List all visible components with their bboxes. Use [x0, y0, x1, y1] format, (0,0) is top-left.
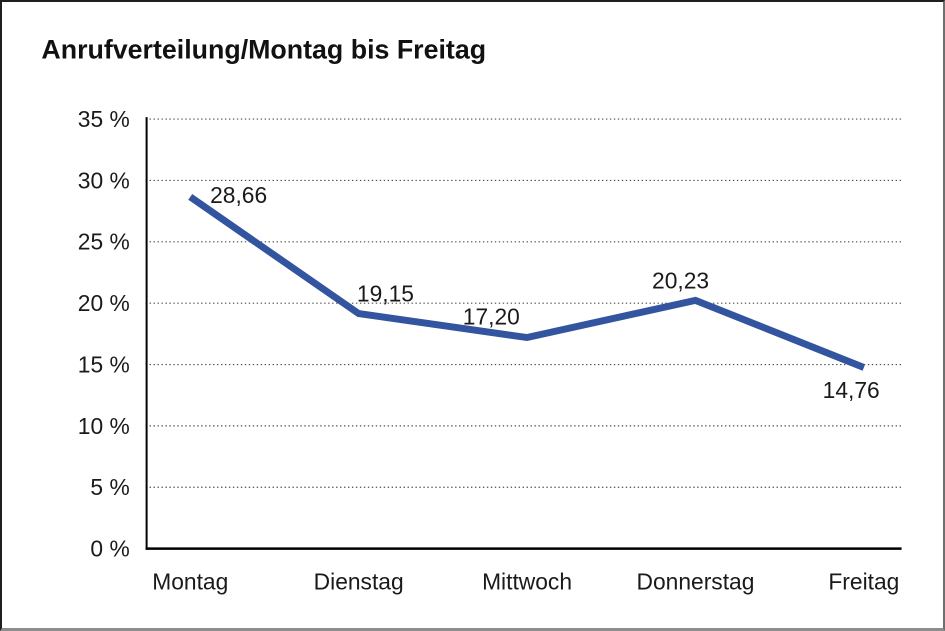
category-label: Montag	[152, 568, 228, 594]
category-label: Donnerstag	[637, 568, 755, 594]
data-point-label: 28,66	[210, 182, 267, 208]
y-tick-label: 20 %	[78, 290, 130, 316]
data-point-label: 17,20	[463, 304, 520, 330]
data-line	[188, 194, 866, 371]
category-label: Dienstag	[314, 568, 404, 594]
y-tick-label: 30 %	[78, 167, 130, 193]
data-point-label: 20,23	[652, 267, 709, 293]
gridlines-group	[145, 118, 902, 488]
y-tick-label: 10 %	[78, 413, 130, 439]
y-tick-label: 15 %	[78, 351, 130, 377]
y-tick-label: 5 %	[90, 474, 129, 500]
y-tick-label: 35 %	[78, 106, 130, 132]
y-tick-label: 0 %	[90, 536, 129, 562]
chart-title: Anrufverteilung/Montag bis Freitag	[41, 35, 486, 65]
axes-group	[145, 117, 902, 550]
labels-group: 0 % 5 % 10 % 15 % 20 % 25 % 30 % 35 % 28,66 19,15…	[78, 106, 900, 594]
data-point-label: 14,76	[823, 377, 880, 403]
category-label: Freitag	[828, 568, 899, 594]
data-series-group	[188, 194, 866, 371]
data-point-label: 19,15	[357, 281, 414, 307]
y-tick-label: 25 %	[78, 229, 130, 255]
category-label: Mittwoch	[482, 568, 572, 594]
